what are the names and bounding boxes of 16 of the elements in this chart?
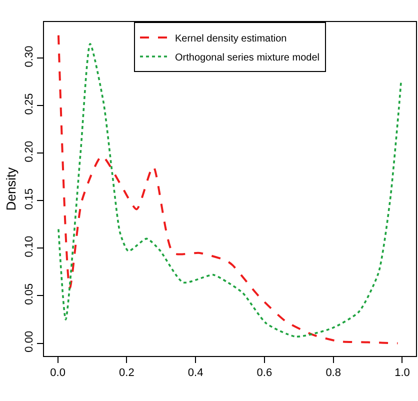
y-tick-label: 0.25 bbox=[24, 93, 36, 115]
y-axis-title: Density bbox=[4, 166, 19, 211]
x-tick-label: 0.4 bbox=[188, 367, 204, 380]
x-tick-label: 0.0 bbox=[50, 367, 66, 380]
y-tick-label: 0.20 bbox=[24, 140, 36, 162]
x-tick-label: 0.8 bbox=[326, 367, 341, 380]
y-tick-label: 0.00 bbox=[24, 330, 36, 352]
y-tick-label: 0.15 bbox=[24, 188, 36, 210]
x-tick-label: 0.6 bbox=[256, 367, 272, 380]
legend-label: Kernel density estimation bbox=[175, 33, 287, 44]
y-tick-label: 0.10 bbox=[24, 236, 36, 258]
y-tick-label: 0.05 bbox=[24, 283, 36, 305]
x-tick-label: 1.0 bbox=[394, 367, 410, 380]
x-tick-label: 0.2 bbox=[119, 367, 134, 380]
y-tick-label: 0.30 bbox=[24, 46, 36, 68]
legend-label: Orthogonal series mixture model bbox=[175, 52, 320, 64]
